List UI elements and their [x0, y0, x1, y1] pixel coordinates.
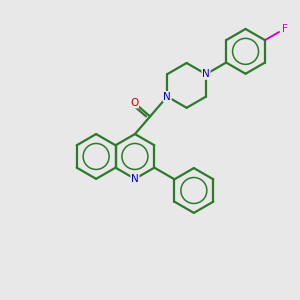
Text: F: F [282, 24, 288, 34]
Text: N: N [131, 174, 139, 184]
Text: O: O [130, 98, 138, 108]
Text: N: N [202, 69, 210, 79]
Text: N: N [163, 92, 171, 102]
